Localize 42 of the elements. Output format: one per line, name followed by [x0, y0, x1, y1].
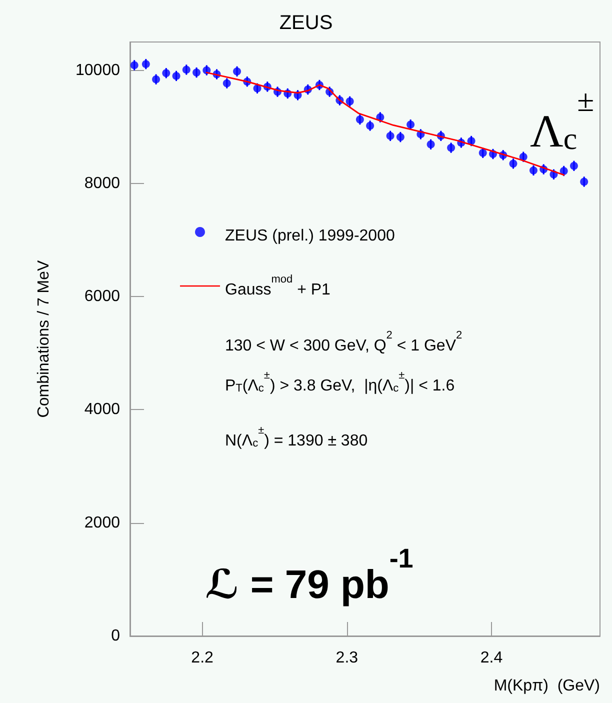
point [519, 152, 528, 161]
y-axis-title: Combinations / 7 MeV [36, 260, 52, 418]
x-tick-label: 2.2 [191, 650, 214, 666]
point [386, 132, 394, 140]
point [447, 144, 456, 152]
point [396, 133, 404, 142]
point [162, 69, 170, 78]
point [529, 166, 538, 174]
point [182, 66, 190, 74]
y-tick-label: 8000 [84, 174, 120, 192]
legend-label: ZEUS (prel.) 1999-2000 [225, 228, 395, 244]
point [509, 160, 518, 168]
text: PT(Λc±) > 3.8 GeV, |η(Λc±)| < 1.6 [225, 370, 455, 394]
point [356, 116, 364, 124]
point [152, 75, 160, 84]
point [222, 79, 231, 88]
point [426, 140, 435, 148]
y-tick-label: 2000 [84, 514, 120, 532]
x-tick-label: 2.3 [336, 650, 358, 666]
x-axis-title: M(Kpπ) (GeV) [494, 678, 600, 694]
point [478, 148, 487, 157]
point [406, 120, 415, 129]
point [346, 97, 354, 106]
x-tick-label: 2.4 [480, 650, 503, 666]
point [253, 84, 262, 92]
annotation: N(Λc±) = 1390 ± 380 [225, 424, 368, 450]
y-tick-label: 0 [111, 628, 120, 644]
annotation: Λc± [530, 83, 594, 156]
point [366, 122, 374, 130]
point [560, 166, 568, 175]
point [467, 137, 476, 145]
point [130, 61, 138, 70]
y-tick-label: 10000 [76, 62, 120, 79]
point [570, 162, 578, 170]
chart-title: ZEUS [279, 12, 333, 34]
y-tick-label: 6000 [84, 288, 120, 306]
y-tick-label: 4000 [84, 401, 120, 418]
point [580, 178, 588, 186]
point [172, 72, 180, 80]
point [192, 68, 201, 77]
point [142, 60, 150, 68]
point [233, 67, 242, 76]
